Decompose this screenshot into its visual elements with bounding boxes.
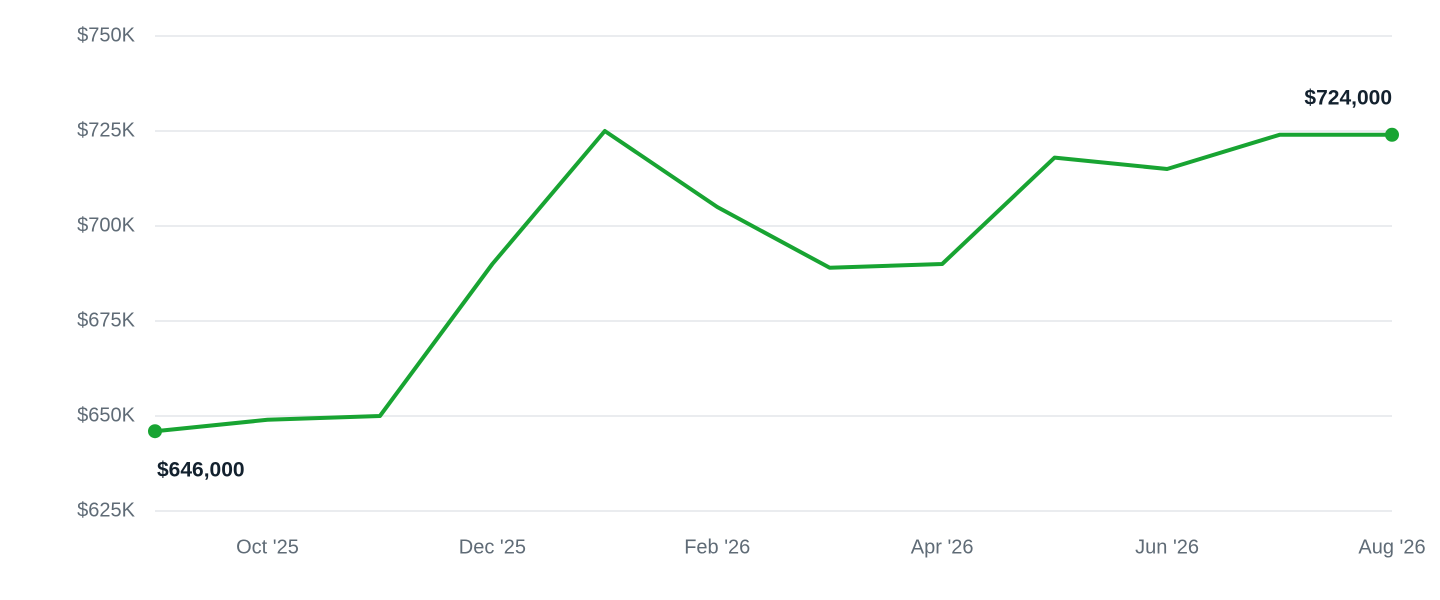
x-tick-label: Feb '26 — [684, 536, 750, 558]
line — [154, 129, 1392, 434]
y-tick-label: $675K — [77, 309, 135, 331]
y-tick-label: $625K — [77, 499, 135, 521]
y-tick-label: $650K — [77, 404, 135, 426]
value-label: $724,000 — [1304, 86, 1392, 109]
y-tick-label: $700K — [77, 214, 135, 236]
x-tick-label: Jun '26 — [1135, 536, 1199, 558]
value-label: $646,000 — [157, 459, 245, 482]
point — [1385, 127, 1399, 142]
x-tick-label: Dec '25 — [459, 536, 526, 558]
y-tick-label: $725K — [77, 119, 135, 141]
x-tick-label: Aug '26 — [1358, 536, 1425, 558]
point — [148, 424, 162, 439]
y-tick-label: $750K — [77, 24, 135, 46]
x-tick-label: Apr '26 — [911, 536, 974, 558]
x-tick-label: Oct '25 — [236, 536, 299, 558]
